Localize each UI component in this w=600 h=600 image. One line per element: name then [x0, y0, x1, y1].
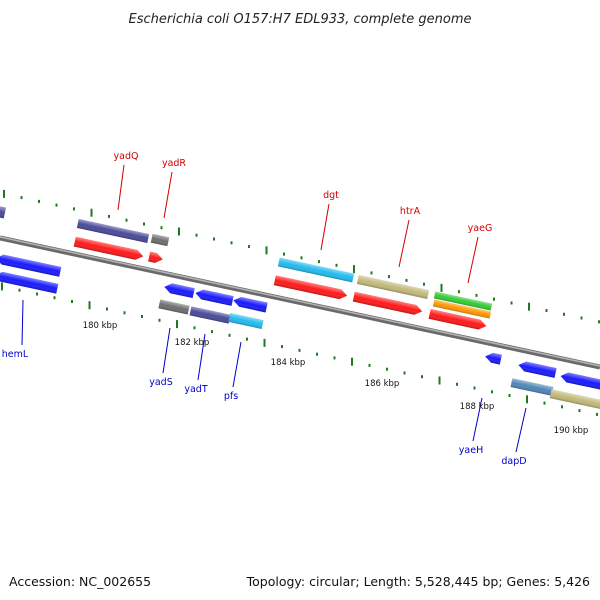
gene-arrow-shading — [150, 233, 170, 247]
gene-arrow-shading — [148, 251, 163, 263]
gene-arrow-shading — [485, 352, 502, 365]
gene-yadS[interactable] — [158, 299, 190, 315]
scale-label: 180 kbp — [83, 321, 118, 331]
gene-arrow-shading — [76, 219, 150, 243]
gene-yadS[interactable] — [163, 282, 195, 299]
gene-features — [0, 205, 600, 411]
gene-htrA[interactable] — [356, 275, 430, 299]
gene-arrow-shading — [560, 372, 600, 391]
gene-yadT[interactable] — [189, 306, 231, 324]
map-title: Escherichia coli O157:H7 EDL933, complet… — [129, 12, 472, 27]
gene-arrow-shading — [0, 205, 7, 219]
gene-arrow-shading — [273, 275, 348, 300]
gene-arrow-shading — [164, 283, 195, 299]
gene-yadQ[interactable] — [76, 219, 150, 243]
gene-arrow-shading — [277, 257, 355, 283]
gene-dapD[interactable] — [510, 378, 554, 396]
gene-hemL[interactable] — [0, 253, 62, 277]
gene-yaeH[interactable] — [484, 351, 502, 365]
tick-marks — [1, 189, 600, 416]
gene-arrow-shading — [356, 275, 430, 299]
gene-label-yadQ[interactable]: yadQ — [114, 151, 139, 162]
genome-summary-text: Topology: circular; Length: 5,528,445 bp… — [246, 574, 590, 589]
gene-arrow-shading — [195, 289, 234, 306]
gene-yadT[interactable] — [194, 288, 234, 306]
gene-arrow-shading — [549, 389, 600, 411]
genome-backbone — [0, 235, 600, 370]
leader-line — [398, 219, 410, 268]
gene-arrow-shading — [189, 306, 231, 324]
leader-line — [162, 327, 171, 374]
gene-arrow-shading — [0, 254, 62, 277]
gene-arrow-shading — [428, 309, 487, 330]
gene-arrow-shading — [518, 361, 557, 378]
gene-label-dapD[interactable]: dapD — [501, 456, 526, 467]
leader-line — [163, 171, 173, 219]
leader-line — [197, 333, 206, 381]
gene-yaeG[interactable] — [433, 291, 493, 311]
scale-label: 186 kbp — [365, 379, 400, 389]
gene-label-hemL[interactable]: hemL — [2, 349, 29, 360]
gene-label-htrA[interactable]: htrA — [400, 206, 421, 217]
gene-dgt[interactable] — [273, 275, 348, 300]
gene-label-yadR[interactable]: yadR — [162, 158, 186, 169]
gene-arrow-shading — [0, 271, 59, 294]
leader-line — [232, 341, 242, 388]
leader-line — [467, 236, 479, 284]
leader-line — [472, 397, 483, 442]
gene-pfs[interactable] — [232, 296, 268, 313]
gene-arrow-shading — [510, 378, 554, 396]
scale-labels: 180 kbp 182 kbp 184 kbp 186 kbp 188 kbp 190 k… — [83, 321, 589, 436]
gene-yadR[interactable] — [150, 233, 170, 247]
gene-yaeG[interactable] — [428, 309, 488, 331]
gene-arrow-shading — [233, 297, 268, 313]
accession-text: Accession: NC_002655 — [9, 574, 151, 589]
gene-yaeG[interactable] — [432, 299, 492, 319]
scale-label: 184 kbp — [271, 358, 306, 368]
scale-label: 188 kbp — [460, 402, 495, 412]
gene-edge-right-2[interactable] — [549, 389, 600, 411]
gene-label-yadS[interactable]: yadS — [149, 377, 173, 388]
gene-labels: yadQ yadR dgt htrA yaeG hemL yadS yadT pfs yaeH da… — [2, 151, 527, 467]
gene-dgt[interactable] — [277, 257, 355, 283]
leader-line — [21, 299, 24, 346]
gene-arrow-shading — [432, 299, 492, 319]
leader-line — [320, 203, 330, 251]
gene-hemL[interactable] — [0, 270, 59, 294]
gene-yadR[interactable] — [148, 251, 164, 265]
gene-arrow-shading — [228, 313, 264, 329]
gene-yadQ[interactable] — [73, 236, 145, 261]
gene-edge-right-1[interactable] — [559, 371, 600, 391]
gene-label-yaeH[interactable]: yaeH — [459, 445, 483, 456]
scale-label: 190 kbp — [554, 426, 589, 436]
scale-label: 182 kbp — [175, 338, 210, 348]
gene-label-yaeG[interactable]: yaeG — [468, 223, 493, 234]
gene-pfs[interactable] — [228, 313, 264, 329]
leader-line — [515, 407, 527, 453]
gene-label-dgt[interactable]: dgt — [323, 190, 339, 201]
gene-label-yadT[interactable]: yadT — [184, 384, 207, 395]
gene-htrA[interactable] — [352, 291, 424, 316]
gene-arrow-shading — [73, 236, 144, 260]
gene-label-pfs[interactable]: pfs — [224, 391, 238, 402]
gene-arrow-shading — [158, 299, 190, 315]
leader-line — [117, 164, 125, 211]
gene-arrow-shading — [433, 291, 493, 311]
gene-arrow-shading — [352, 291, 423, 315]
gene-edge-left[interactable] — [0, 205, 7, 219]
gene-dapD[interactable] — [517, 360, 557, 378]
